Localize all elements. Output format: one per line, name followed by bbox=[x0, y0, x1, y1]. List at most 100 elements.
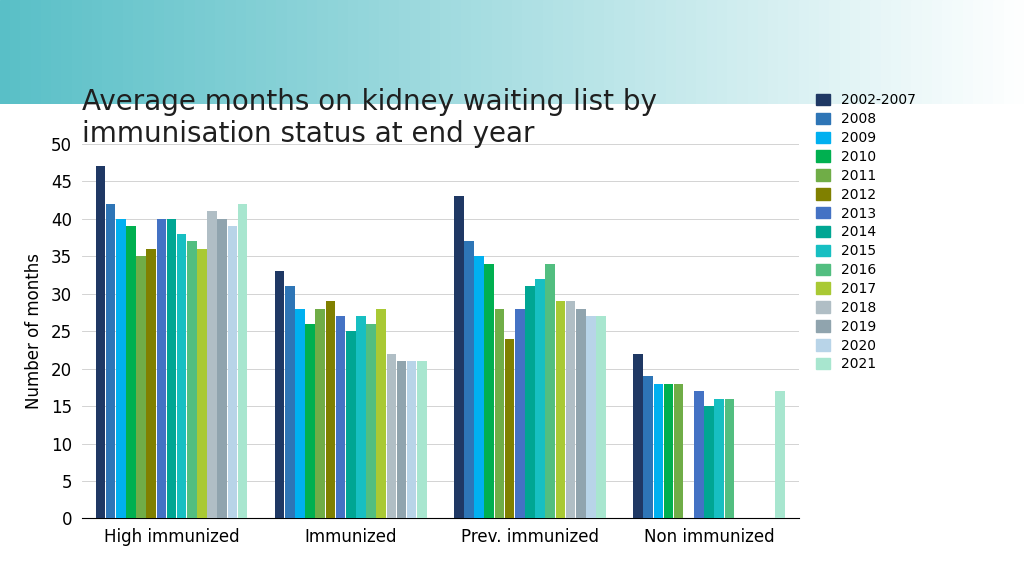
Bar bbox=[164, 0, 174, 104]
Bar bbox=[891, 0, 901, 104]
Bar bbox=[295, 309, 305, 518]
Bar bbox=[717, 0, 727, 104]
Bar bbox=[655, 0, 666, 104]
Bar bbox=[870, 0, 881, 104]
Bar bbox=[911, 0, 922, 104]
Bar bbox=[336, 316, 345, 518]
Bar bbox=[305, 324, 315, 518]
Bar bbox=[942, 0, 952, 104]
Bar bbox=[41, 0, 51, 104]
Bar bbox=[901, 0, 911, 104]
Bar bbox=[676, 0, 686, 104]
Bar bbox=[645, 0, 655, 104]
Bar bbox=[356, 316, 366, 518]
Bar bbox=[174, 0, 184, 104]
Bar bbox=[705, 406, 714, 518]
Bar bbox=[454, 196, 464, 518]
Bar bbox=[696, 0, 707, 104]
Bar bbox=[440, 0, 451, 104]
Bar bbox=[367, 324, 376, 518]
Bar bbox=[674, 384, 683, 518]
Bar bbox=[326, 301, 335, 518]
Bar bbox=[315, 309, 325, 518]
Bar bbox=[635, 0, 645, 104]
Bar bbox=[113, 0, 123, 104]
Bar bbox=[666, 0, 676, 104]
Bar bbox=[643, 376, 653, 518]
Bar bbox=[584, 0, 594, 104]
Bar bbox=[596, 316, 606, 518]
Bar bbox=[430, 0, 440, 104]
Bar bbox=[358, 0, 369, 104]
Bar bbox=[809, 0, 819, 104]
Bar bbox=[157, 219, 166, 518]
Bar bbox=[758, 0, 768, 104]
Bar bbox=[236, 0, 246, 104]
Bar bbox=[238, 204, 248, 518]
Bar bbox=[198, 249, 207, 518]
Bar bbox=[556, 301, 565, 518]
Bar bbox=[399, 0, 410, 104]
Bar bbox=[346, 331, 355, 518]
Bar bbox=[614, 0, 625, 104]
Bar bbox=[461, 0, 471, 104]
Bar bbox=[276, 0, 287, 104]
Bar bbox=[694, 391, 703, 518]
Bar bbox=[963, 0, 973, 104]
Bar bbox=[532, 0, 543, 104]
Bar bbox=[379, 0, 389, 104]
Bar bbox=[207, 211, 217, 518]
Bar bbox=[417, 361, 427, 518]
Bar bbox=[664, 384, 674, 518]
Bar bbox=[338, 0, 348, 104]
Bar bbox=[594, 0, 604, 104]
Bar bbox=[553, 0, 563, 104]
Bar bbox=[369, 0, 379, 104]
Bar bbox=[983, 0, 993, 104]
Bar bbox=[136, 256, 145, 518]
Bar bbox=[653, 384, 664, 518]
Bar bbox=[51, 0, 61, 104]
Bar bbox=[565, 301, 575, 518]
Bar bbox=[993, 0, 1004, 104]
Bar bbox=[287, 0, 297, 104]
Bar bbox=[246, 0, 256, 104]
Bar bbox=[775, 391, 785, 518]
Bar bbox=[143, 0, 154, 104]
Bar bbox=[389, 0, 399, 104]
Bar bbox=[1004, 0, 1014, 104]
Bar bbox=[586, 316, 596, 518]
Bar bbox=[484, 264, 495, 518]
Bar bbox=[474, 256, 484, 518]
Bar bbox=[799, 0, 809, 104]
Bar bbox=[205, 0, 215, 104]
Bar bbox=[840, 0, 850, 104]
Bar bbox=[396, 361, 407, 518]
Bar bbox=[850, 0, 860, 104]
Bar bbox=[952, 0, 963, 104]
Bar bbox=[133, 0, 143, 104]
Bar bbox=[217, 219, 227, 518]
Bar bbox=[266, 0, 276, 104]
Bar bbox=[420, 0, 430, 104]
Bar bbox=[225, 0, 236, 104]
Bar bbox=[297, 0, 307, 104]
Bar bbox=[386, 354, 396, 518]
Bar bbox=[184, 0, 195, 104]
Bar bbox=[464, 241, 474, 518]
Bar bbox=[481, 0, 492, 104]
Bar bbox=[922, 0, 932, 104]
Bar bbox=[737, 0, 748, 104]
Bar bbox=[715, 399, 724, 518]
Bar bbox=[563, 0, 573, 104]
Bar bbox=[536, 279, 545, 518]
Bar bbox=[328, 0, 338, 104]
Bar bbox=[633, 354, 643, 518]
Bar bbox=[515, 309, 524, 518]
Bar bbox=[819, 0, 829, 104]
Bar bbox=[72, 0, 82, 104]
Bar bbox=[707, 0, 717, 104]
Bar bbox=[502, 0, 512, 104]
Bar bbox=[20, 0, 31, 104]
Bar bbox=[505, 339, 514, 518]
